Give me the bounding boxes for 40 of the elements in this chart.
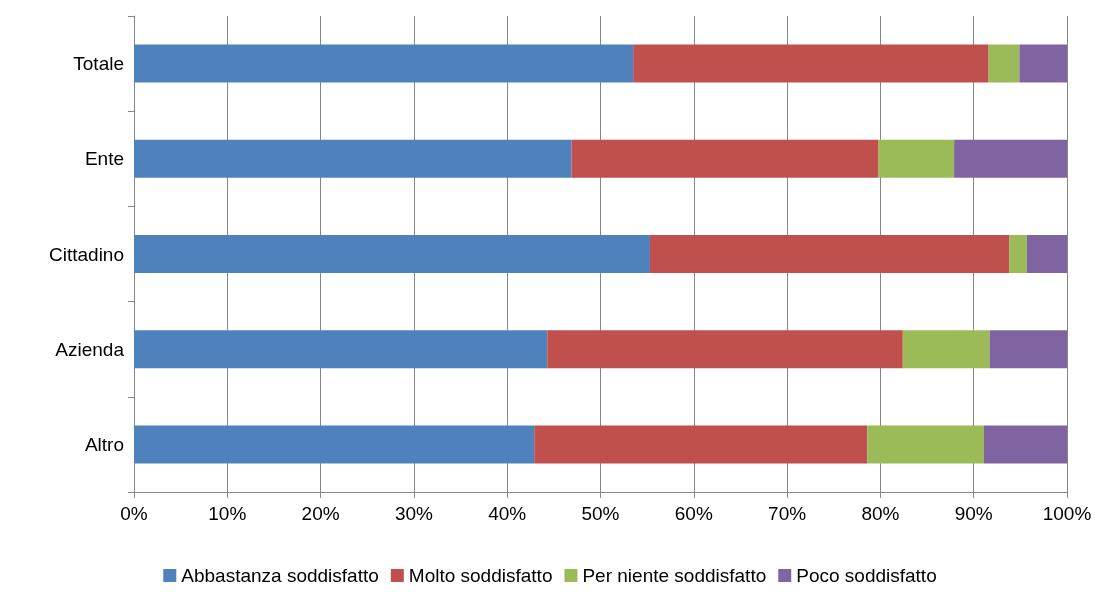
x-tick-label: 40% <box>488 503 527 524</box>
y-tick-label: Azienda <box>55 338 125 360</box>
bar <box>571 139 879 178</box>
x-tick-label: 30% <box>394 503 434 524</box>
bar <box>633 44 989 83</box>
legend-label: Abbastanza soddisfatto <box>181 565 379 586</box>
bar <box>134 235 650 273</box>
bar <box>983 425 1067 464</box>
bar <box>134 44 634 83</box>
x-tick-label: 80% <box>861 503 900 524</box>
y-tick-label: Altro <box>84 433 124 455</box>
bar <box>902 330 990 369</box>
legend-label: Molto soddisfatto <box>408 565 553 586</box>
bar <box>867 425 984 464</box>
bar <box>878 139 955 178</box>
legend-label: Poco soddisfatto <box>796 565 937 586</box>
x-tick-label: 90% <box>954 503 993 524</box>
x-tick-label: 20% <box>301 503 340 524</box>
y-tick-label: Ente <box>84 148 124 170</box>
legend-label: Per niente soddisfatto <box>582 565 767 586</box>
bar <box>649 235 1010 273</box>
x-tick-label: 10% <box>208 503 247 524</box>
bar <box>134 425 535 464</box>
x-tick-label: 100% <box>1042 503 1092 524</box>
bar <box>134 139 572 178</box>
bar <box>988 44 1020 83</box>
bar <box>954 139 1067 178</box>
y-tick-label: Cittadino <box>49 243 124 265</box>
x-tick-label: 60% <box>674 503 713 524</box>
bar <box>134 330 548 369</box>
bar <box>1009 235 1027 273</box>
bar <box>1026 235 1067 273</box>
x-tick-label: 0% <box>120 503 148 524</box>
bar <box>989 330 1067 369</box>
x-tick-label: 70% <box>768 503 807 524</box>
y-tick-label: Totale <box>73 53 124 75</box>
bar <box>1019 44 1067 83</box>
bar <box>534 425 868 464</box>
x-tick-label: 50% <box>581 503 620 524</box>
bar <box>547 330 903 369</box>
